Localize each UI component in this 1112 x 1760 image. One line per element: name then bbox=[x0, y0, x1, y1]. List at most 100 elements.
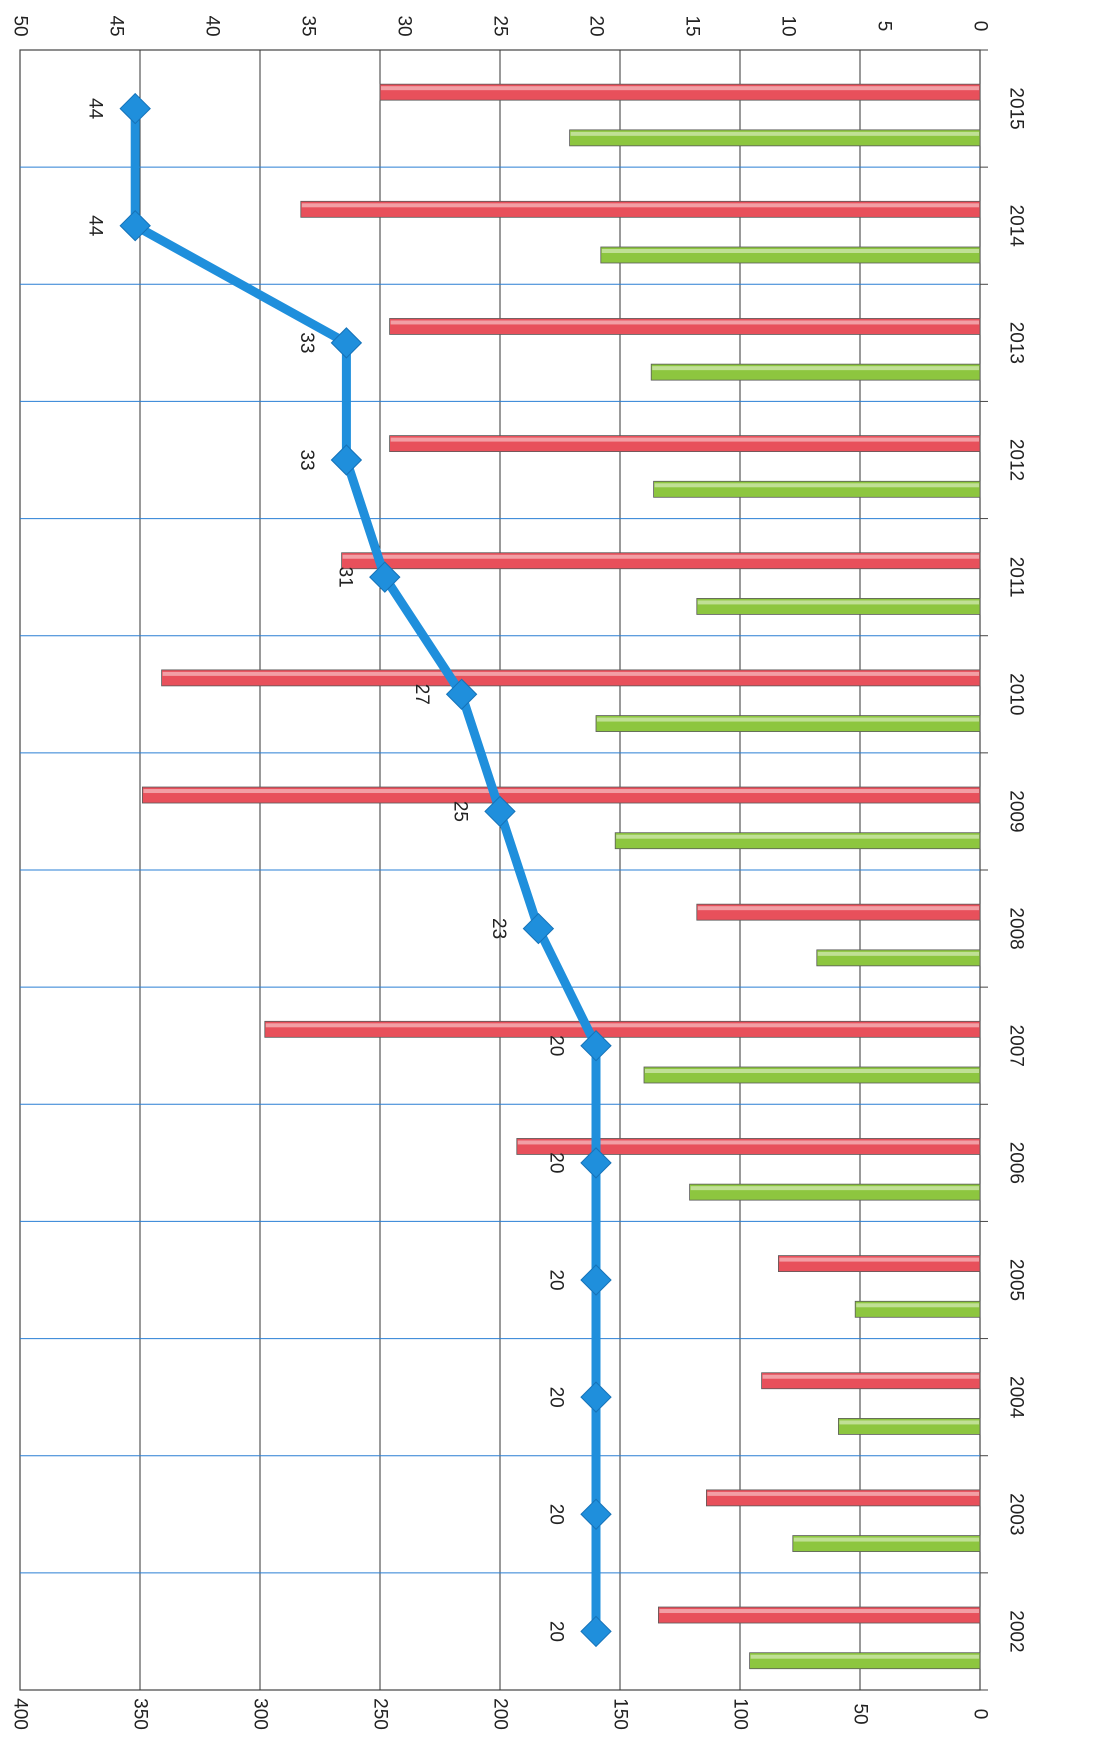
primary-axis-tick-label: 400 bbox=[10, 1698, 31, 1730]
equipment-data-label: 25 bbox=[450, 801, 471, 822]
users-bar bbox=[838, 1418, 981, 1435]
category-label: 2014 bbox=[1006, 205, 1027, 248]
days-bar bbox=[516, 1138, 981, 1155]
equipment-marker bbox=[119, 210, 151, 242]
days-bar-highlight bbox=[301, 203, 979, 208]
equipment-marker bbox=[119, 92, 151, 125]
equipment-data-label: 20 bbox=[546, 1387, 567, 1408]
users-bar-highlight bbox=[616, 834, 979, 839]
primary-axis-tick-label: 100 bbox=[730, 1698, 751, 1730]
users-bar-highlight bbox=[601, 249, 979, 253]
days-bar-highlight bbox=[342, 554, 980, 559]
users-bar-highlight bbox=[645, 1069, 979, 1073]
users-bar-highlight bbox=[570, 131, 979, 136]
equipment-data-label: 44 bbox=[85, 98, 106, 120]
users-bar-highlight bbox=[690, 1186, 979, 1191]
equipment-marker bbox=[580, 1264, 612, 1296]
days-bar bbox=[141, 786, 981, 804]
equipment-data-label: 33 bbox=[296, 449, 317, 470]
equipment-data-label: 23 bbox=[488, 918, 509, 939]
equipment-data-label: 44 bbox=[85, 215, 106, 237]
days-bar-highlight bbox=[265, 1023, 979, 1028]
category-label: 2012 bbox=[1006, 439, 1027, 481]
days-bar bbox=[778, 1255, 981, 1272]
primary-axis-tick-label: 150 bbox=[610, 1698, 631, 1730]
users-bar-highlight bbox=[793, 1537, 979, 1542]
equipment-marker bbox=[522, 912, 555, 945]
users-bar bbox=[595, 715, 981, 732]
category-label: 2013 bbox=[1006, 322, 1027, 364]
equipment-data-label: 27 bbox=[411, 684, 432, 705]
equipment-marker bbox=[330, 327, 363, 359]
equipment-marker bbox=[484, 795, 516, 828]
users-bar bbox=[650, 363, 981, 381]
equipment-marker bbox=[580, 1498, 612, 1530]
secondary-axis-tick-label: 50 bbox=[10, 15, 31, 36]
equipment-data-label: 20 bbox=[546, 1152, 567, 1173]
users-bar-highlight bbox=[817, 951, 979, 956]
category-label: 2015 bbox=[1006, 87, 1027, 129]
days-bar bbox=[389, 318, 981, 335]
users-bar bbox=[854, 1300, 981, 1318]
category-label: 2003 bbox=[1006, 1493, 1027, 1535]
category-label: 2010 bbox=[1006, 673, 1027, 715]
days-bar-highlight bbox=[779, 1257, 979, 1262]
category-label: 2007 bbox=[1006, 1025, 1027, 1067]
users-bar bbox=[816, 949, 981, 967]
users-bar-highlight bbox=[654, 483, 979, 488]
equipment-data-label: 33 bbox=[296, 332, 317, 353]
equipment-marker bbox=[369, 561, 401, 593]
equipment-marker bbox=[580, 1615, 612, 1648]
equipment-data-label: 20 bbox=[546, 1269, 567, 1290]
primary-axis-tick-label: 200 bbox=[490, 1698, 511, 1730]
category-label: 2002 bbox=[1006, 1610, 1027, 1652]
users-bar-highlight bbox=[597, 717, 979, 722]
days-bar bbox=[706, 1489, 981, 1507]
days-bar-highlight bbox=[390, 437, 980, 442]
days-bar bbox=[161, 669, 981, 687]
primary-axis-tick-label: 300 bbox=[250, 1698, 271, 1730]
equipment-marker bbox=[580, 1147, 612, 1179]
users-bar bbox=[696, 598, 981, 615]
days-bar bbox=[389, 435, 981, 453]
users-bar-highlight bbox=[750, 1654, 979, 1659]
days-bar-highlight bbox=[659, 1609, 979, 1614]
category-label: 2006 bbox=[1006, 1142, 1027, 1184]
days-bar-highlight bbox=[162, 671, 980, 676]
secondary-axis-tick-label: 40 bbox=[202, 15, 223, 36]
secondary-axis-tick-label: 45 bbox=[106, 15, 127, 36]
primary-axis-tick-label: 0 bbox=[970, 1709, 991, 1720]
equipment-data-label: 20 bbox=[546, 1035, 567, 1056]
days-bar-highlight bbox=[390, 320, 980, 325]
users-bar bbox=[614, 832, 981, 850]
equipment-data-label: 20 bbox=[546, 1621, 567, 1642]
users-bar bbox=[653, 480, 981, 498]
secondary-axis-tick-label: 30 bbox=[394, 15, 415, 36]
equipment-marker bbox=[445, 678, 478, 710]
primary-axis-tick-label: 250 bbox=[370, 1698, 391, 1730]
secondary-axis-tick-label: 10 bbox=[778, 15, 799, 36]
equipment-data-label: 20 bbox=[546, 1504, 567, 1525]
users-bar-highlight bbox=[839, 1420, 979, 1425]
days-bar bbox=[264, 1020, 981, 1038]
days-bar-highlight bbox=[707, 1491, 979, 1496]
category-label: 2008 bbox=[1006, 907, 1027, 949]
days-bar bbox=[658, 1606, 981, 1624]
days-bar-highlight bbox=[762, 1374, 979, 1379]
secondary-axis-tick-label: 0 bbox=[970, 21, 991, 32]
days-bar bbox=[696, 903, 981, 921]
secondary-axis-tick-label: 25 bbox=[490, 15, 511, 36]
secondary-axis-tick-label: 5 bbox=[874, 21, 895, 32]
days-bar-highlight bbox=[381, 86, 979, 91]
equipment-data-label: 31 bbox=[334, 567, 355, 588]
users-bar bbox=[749, 1652, 981, 1670]
days-bar bbox=[300, 200, 981, 218]
days-bar-highlight bbox=[517, 1140, 979, 1145]
days-bar bbox=[379, 83, 981, 101]
secondary-axis-tick-label: 20 bbox=[586, 15, 607, 36]
category-label: 2011 bbox=[1006, 557, 1027, 598]
days-bar-highlight bbox=[697, 906, 979, 911]
days-bar-highlight bbox=[143, 789, 979, 794]
equipment-marker bbox=[580, 1381, 612, 1413]
